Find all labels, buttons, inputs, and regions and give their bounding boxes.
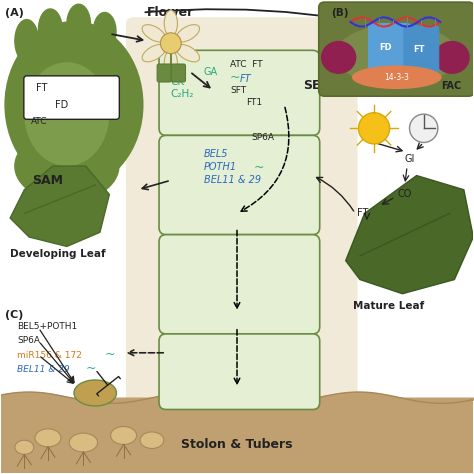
Text: Developing Leaf: Developing Leaf (10, 248, 106, 258)
Text: miR156 & 172: miR156 & 172 (17, 351, 82, 360)
Text: Mature Leaf: Mature Leaf (353, 301, 424, 310)
Text: BEL5+POTH1: BEL5+POTH1 (17, 322, 77, 331)
Text: CK: CK (171, 77, 185, 87)
Ellipse shape (321, 41, 356, 74)
Polygon shape (346, 175, 474, 294)
Ellipse shape (67, 4, 91, 45)
Text: (B): (B) (331, 8, 349, 18)
FancyBboxPatch shape (368, 23, 411, 73)
Text: FT: FT (413, 45, 425, 54)
Ellipse shape (69, 433, 98, 452)
Ellipse shape (434, 41, 470, 74)
Circle shape (410, 114, 438, 143)
Text: FT: FT (36, 83, 47, 93)
Ellipse shape (140, 432, 164, 448)
Text: C₂H₂: C₂H₂ (171, 89, 194, 99)
FancyBboxPatch shape (0, 398, 474, 474)
Ellipse shape (176, 45, 200, 62)
Text: (A): (A) (5, 8, 24, 18)
Text: CO: CO (398, 190, 412, 200)
Text: SP6A: SP6A (17, 337, 40, 346)
Text: Stolon & Tubers: Stolon & Tubers (181, 438, 293, 451)
Text: ~: ~ (105, 348, 115, 361)
Text: BEL11 & 29: BEL11 & 29 (204, 175, 261, 185)
FancyBboxPatch shape (159, 235, 319, 334)
Ellipse shape (38, 9, 62, 49)
Text: GI: GI (404, 154, 415, 164)
Ellipse shape (15, 19, 38, 62)
Text: GA: GA (204, 66, 218, 77)
FancyBboxPatch shape (223, 326, 251, 336)
Text: SP6A: SP6A (251, 133, 274, 142)
FancyBboxPatch shape (223, 236, 251, 246)
Text: Flower: Flower (147, 6, 194, 19)
Ellipse shape (164, 50, 177, 76)
Ellipse shape (93, 12, 116, 50)
Text: BEL11 & 29: BEL11 & 29 (17, 365, 70, 374)
Text: FD: FD (380, 44, 392, 53)
Text: SAM: SAM (32, 174, 64, 187)
Polygon shape (10, 166, 109, 246)
Text: FT: FT (356, 209, 368, 219)
Text: ATC  FT: ATC FT (230, 60, 263, 69)
Ellipse shape (164, 10, 177, 36)
Ellipse shape (5, 22, 143, 187)
FancyBboxPatch shape (159, 136, 319, 235)
Ellipse shape (352, 65, 442, 89)
Text: SE: SE (303, 79, 321, 92)
Ellipse shape (15, 440, 34, 455)
Circle shape (358, 113, 390, 144)
Text: FD: FD (55, 100, 68, 109)
Ellipse shape (24, 62, 109, 166)
Text: ~: ~ (254, 161, 264, 173)
Ellipse shape (35, 429, 61, 447)
FancyBboxPatch shape (171, 64, 185, 82)
Text: ~: ~ (230, 71, 240, 84)
Text: ATC: ATC (31, 117, 48, 126)
FancyBboxPatch shape (403, 25, 439, 73)
FancyBboxPatch shape (223, 52, 251, 62)
Ellipse shape (176, 25, 200, 42)
Text: FT: FT (239, 73, 251, 84)
FancyBboxPatch shape (223, 137, 251, 147)
Text: ~: ~ (86, 362, 96, 375)
Text: SFT: SFT (230, 86, 246, 95)
FancyBboxPatch shape (24, 76, 119, 119)
Ellipse shape (142, 25, 165, 42)
FancyBboxPatch shape (159, 50, 319, 136)
Text: FAC: FAC (441, 81, 462, 91)
FancyBboxPatch shape (126, 17, 357, 410)
Text: GA: GA (171, 64, 186, 74)
Text: (C): (C) (5, 310, 24, 320)
Text: FT1: FT1 (246, 98, 263, 107)
Text: POTH1: POTH1 (204, 162, 237, 172)
FancyBboxPatch shape (157, 64, 171, 82)
Ellipse shape (142, 45, 165, 62)
Text: 14-3-3: 14-3-3 (384, 73, 409, 82)
Ellipse shape (110, 427, 137, 445)
FancyBboxPatch shape (159, 334, 319, 410)
Ellipse shape (335, 24, 458, 86)
Ellipse shape (15, 131, 119, 201)
Text: BEL5: BEL5 (204, 149, 228, 159)
Circle shape (160, 33, 181, 54)
FancyBboxPatch shape (319, 2, 474, 96)
Ellipse shape (74, 380, 117, 406)
